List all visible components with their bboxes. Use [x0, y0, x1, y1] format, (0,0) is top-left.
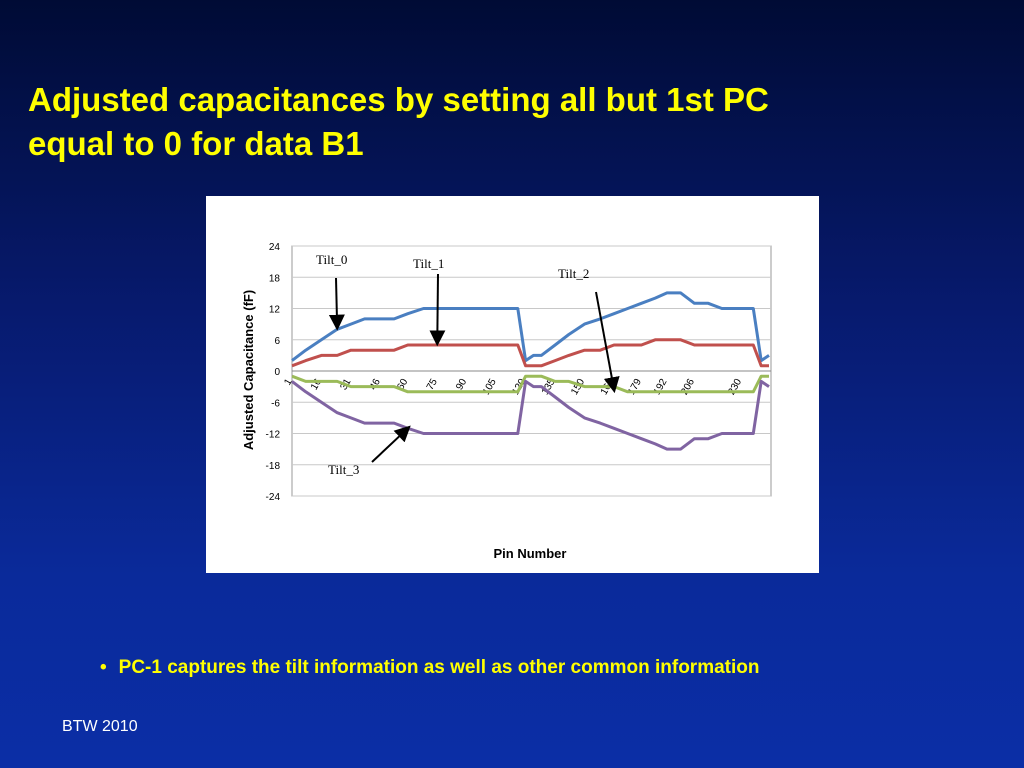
x-tick-label: 75	[425, 377, 440, 393]
annotation-arrow	[371, 425, 411, 463]
x-tick-label: 90	[454, 377, 469, 393]
y-tick-label: 12	[269, 305, 281, 316]
x-tick-label: 1	[282, 377, 295, 388]
y-tick-label: 18	[269, 273, 281, 284]
annotation-arrow	[429, 273, 446, 347]
annotation-label-tilt-3: Tilt_3	[328, 462, 359, 477]
annotation-arrow	[328, 277, 345, 331]
bullet-marker: •	[100, 657, 107, 678]
x-tick-label: 16	[309, 377, 324, 393]
footer-text: BTW 2010	[62, 718, 138, 735]
x-tick-label: 206	[679, 377, 697, 397]
series-line-tilt-3	[291, 379, 770, 451]
y-tick-label: -24	[266, 492, 281, 503]
bullet-item: • PC-1 captures the tilt information as …	[100, 655, 1010, 681]
annotation-label-tilt-1: Tilt_1	[413, 256, 444, 271]
y-tick-label: -18	[266, 461, 281, 472]
x-tick-label: 230	[726, 377, 744, 397]
y-axis-label: Adjusted Capacitance (fF)	[241, 290, 256, 450]
annotation-label-tilt-2: Tilt_2	[558, 266, 589, 281]
series-line-tilt-1	[291, 338, 769, 368]
annotation-layer: Tilt_0 Tilt_1 Tilt_2 Tilt_3	[316, 252, 620, 477]
chart-panel: 24 18 12 6 0 -6 -12 -18 -24 1 16 31 46 60 75 90 105 120 13…	[206, 196, 819, 573]
series-layer	[291, 291, 770, 451]
series-line-tilt-2	[291, 374, 769, 394]
bullet-text: PC-1 captures the tilt information as we…	[118, 657, 760, 678]
x-tick-label: 179	[626, 377, 644, 397]
y-tick-label: -6	[271, 398, 280, 409]
slide-title-line-1: Adjusted capacitances by setting all but…	[28, 81, 769, 118]
slide-title: Adjusted capacitances by setting all but…	[28, 78, 988, 166]
x-tick-label: 46	[368, 377, 383, 393]
x-tick-label: 105	[481, 377, 499, 397]
y-tick-label: 24	[269, 242, 281, 253]
y-tick-label: -12	[266, 430, 281, 441]
y-tick-label: 6	[274, 336, 280, 347]
x-axis-label: Pin Number	[494, 546, 567, 561]
slide-title-line-2: equal to 0 for data B1	[28, 125, 364, 162]
x-tick-label: 192	[652, 377, 670, 397]
annotation-arrow	[595, 291, 620, 394]
series-line-tilt-0	[291, 291, 770, 363]
y-tick-label: 0	[274, 367, 280, 378]
annotation-label-tilt-0: Tilt_0	[316, 252, 347, 267]
